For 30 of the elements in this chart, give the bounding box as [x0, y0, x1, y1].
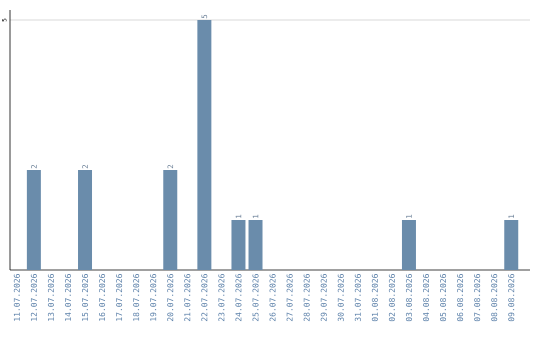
x-tick-label: 18.07.2026 — [133, 274, 140, 321]
x-tick-label: 09.08.2026 — [508, 274, 514, 322]
x-tick-label: 23.07.2026 — [218, 274, 224, 322]
x-tick-label: 19.07.2026 — [150, 274, 156, 321]
x-tick-label: 24.07.2026 — [235, 274, 242, 322]
x-tick-label: 30.07.2026 — [338, 274, 344, 322]
x-tick-label: 13.07.2026 — [48, 274, 54, 321]
x-tick-label: 04.08.2026 — [422, 274, 430, 322]
x-tick-label: 05.08.2026 — [440, 274, 446, 322]
x-tick-label: 28.07.2026 — [304, 274, 310, 322]
x-tick-label: 31.07.2026 — [354, 274, 361, 322]
x-tick-label: 08.08.2026 — [491, 274, 498, 322]
x-tick-label: 14.07.2026 — [64, 274, 71, 321]
x-tick-label: 02.08.2026 — [388, 274, 395, 322]
x-tick-label: 06.08.2026 — [457, 274, 464, 322]
x-tick-label: 26.07.2026 — [270, 274, 276, 322]
x-tick-label: 25.07.2026 — [252, 274, 259, 322]
x-tick-label: 17.07.2026 — [116, 274, 122, 321]
x-tick-label: 12.07.2026 — [30, 274, 37, 321]
x-tick-label: 20.07.2026 — [167, 274, 174, 322]
x-tick-label: 29.07.2026 — [320, 274, 327, 322]
x-tick-label: 11.07.2026 — [14, 274, 20, 321]
x-tick-label: 22.07.2026 — [201, 274, 208, 322]
x-tick-label: 21.07.2026 — [184, 274, 190, 322]
x-tick-label: 27.07.2026 — [286, 274, 293, 322]
x-tick-label: 01.08.2026 — [372, 274, 378, 322]
x-tick-label: 15.07.2026 — [82, 274, 88, 321]
x-tick-label: 16.07.2026 — [99, 274, 106, 321]
x-tick-label: 03.08.2026 — [406, 274, 412, 322]
x-tick-label: 07.08.2026 — [474, 274, 480, 322]
